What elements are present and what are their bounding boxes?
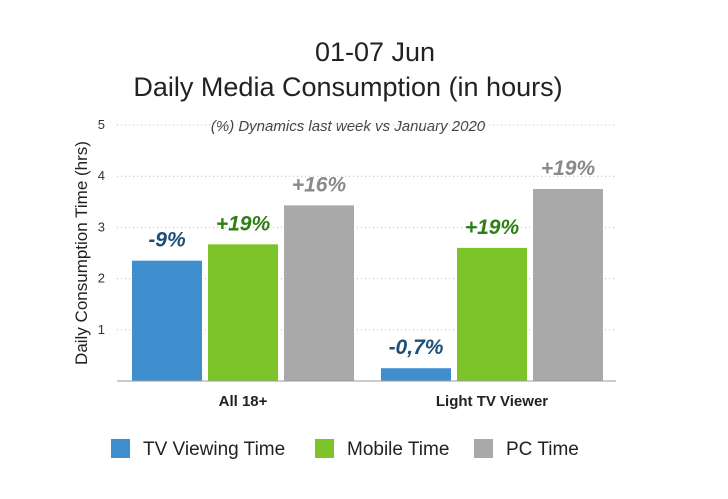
bar [381, 368, 451, 381]
data-label: -0,7% [389, 336, 444, 359]
y-tick-labels: 1 2 3 4 5 [98, 117, 105, 337]
category-label: All 18+ [219, 393, 268, 410]
legend: TV Viewing Time Mobile Time PC Time [111, 439, 579, 460]
y-tick-label: 4 [98, 168, 105, 183]
data-label: -9% [148, 229, 186, 252]
chart-subtitle: (%) Dynamics last week vs January 2020 [211, 118, 486, 135]
legend-label: TV Viewing Time [143, 439, 285, 460]
data-label: +19% [216, 212, 271, 235]
data-label: +19% [541, 157, 596, 180]
legend-swatch [474, 439, 493, 458]
data-label: +19% [465, 216, 520, 239]
category-label: Light TV Viewer [436, 393, 548, 410]
data-label: +16% [292, 173, 347, 196]
y-tick-label: 1 [98, 322, 105, 337]
legend-label: PC Time [506, 439, 579, 460]
bar [284, 205, 354, 381]
category-labels: All 18+ Light TV Viewer [219, 393, 549, 410]
y-axis-label: Daily Consumption Time (hrs) [72, 141, 91, 365]
y-tick-label: 5 [98, 117, 105, 132]
chart-title-line-1: 01-07 Jun [315, 37, 435, 67]
data-labels: -9% +19% +16% -0,7% +19% +19% [148, 157, 595, 359]
chart-title-line-2: Daily Media Consumption (in hours) [133, 72, 562, 102]
legend-swatch [111, 439, 130, 458]
bar [132, 260, 202, 381]
bar [457, 247, 527, 381]
y-tick-label: 3 [98, 219, 105, 234]
bar [533, 189, 603, 381]
bar [208, 244, 278, 381]
legend-label: Mobile Time [347, 439, 449, 460]
legend-swatch [315, 439, 334, 458]
y-tick-label: 2 [98, 271, 105, 286]
bars [132, 189, 603, 381]
